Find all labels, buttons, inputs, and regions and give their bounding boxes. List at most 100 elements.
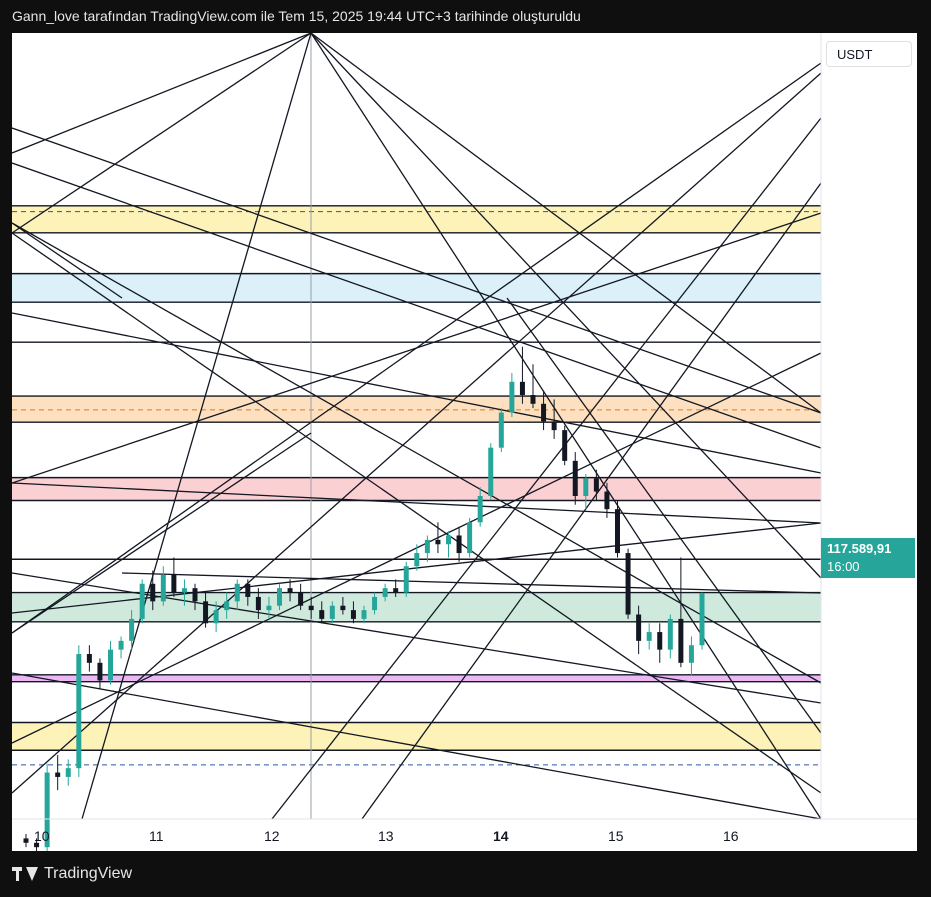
- candle-body: [530, 395, 536, 404]
- gann-line: [12, 222, 822, 684]
- gann-line: [12, 62, 822, 634]
- candle-body: [319, 610, 325, 619]
- time-axis-label: 11: [149, 828, 164, 844]
- zone-band: [12, 205, 821, 233]
- candle-body: [488, 447, 494, 496]
- candle-body: [329, 605, 335, 619]
- candle-body: [477, 495, 483, 523]
- gann-line: [12, 127, 822, 414]
- zone-band: [12, 273, 821, 303]
- zone-bands: [12, 205, 821, 751]
- candle-body: [245, 583, 251, 597]
- gann-line: [271, 117, 822, 820]
- candle-body: [372, 596, 378, 611]
- time-axis-label: 12: [264, 828, 280, 844]
- candle-body: [181, 588, 187, 593]
- brand-name: TradingView: [44, 865, 133, 882]
- candle-body: [277, 588, 282, 606]
- candle-body: [393, 588, 399, 593]
- candle-body: [551, 421, 557, 431]
- candle-body: [97, 662, 103, 681]
- candle-body: [129, 618, 135, 641]
- candle-body: [224, 601, 230, 611]
- candle-body: [55, 772, 61, 777]
- candle-body: [287, 588, 293, 593]
- candle-body: [688, 645, 694, 663]
- zone-band: [12, 477, 821, 501]
- candle-body: [44, 772, 50, 848]
- zone-band: [12, 396, 821, 423]
- candle-body: [667, 618, 673, 650]
- chart-title: Gann_love tarafından TradingView.com ile…: [12, 8, 581, 24]
- gann-line: [12, 572, 822, 704]
- last-price-time: 16:00: [827, 559, 860, 574]
- time-axis-label: 16: [723, 828, 739, 844]
- gann-line: [12, 33, 312, 234]
- gann-line: [12, 232, 822, 794]
- candle-body: [424, 539, 430, 554]
- zone-band: [12, 674, 821, 682]
- candle-body: [382, 588, 388, 597]
- candle-body: [118, 640, 124, 650]
- last-price-tag: 117.589,91 16:00: [821, 538, 915, 578]
- tradingview-logo[interactable]: TradingView: [12, 865, 132, 883]
- tradingview-logo-icon: [12, 867, 38, 881]
- candle-body: [150, 583, 156, 602]
- last-price-value: 117.589,91: [827, 541, 892, 556]
- gann-line: [310, 33, 822, 414]
- candle-body: [139, 583, 145, 619]
- gann-line: [81, 33, 312, 820]
- candle-body: [86, 654, 92, 663]
- candle-body: [541, 403, 547, 422]
- gann-line: [12, 672, 822, 820]
- candle-body: [340, 605, 346, 611]
- candle-body: [76, 654, 82, 769]
- candle-body: [213, 610, 219, 624]
- candle-body: [414, 553, 420, 567]
- candle-body: [593, 478, 599, 492]
- candle-body: [23, 838, 29, 843]
- time-axis-label: 13: [378, 828, 394, 844]
- time-axis-label: 14: [493, 828, 509, 844]
- candle-body: [234, 583, 240, 602]
- gann-line: [310, 33, 822, 579]
- candle-body: [361, 610, 367, 619]
- candle-body: [562, 430, 568, 461]
- candle-body: [467, 522, 473, 554]
- candle-body: [171, 575, 177, 593]
- candle-body: [699, 592, 705, 646]
- candle-body: [350, 610, 356, 619]
- candle-body: [604, 491, 610, 510]
- candle-body: [657, 632, 663, 650]
- candle-body: [403, 566, 409, 593]
- candle-body: [203, 601, 209, 624]
- time-axis-label: 15: [608, 828, 624, 844]
- candle-body: [498, 412, 504, 448]
- gann-line: [12, 222, 123, 299]
- gann-line: [361, 182, 822, 820]
- horizontal-levels: [12, 205, 821, 766]
- price-chart[interactable]: (126.408,59)(126.278,46)(125.795,11)(124…: [12, 33, 917, 851]
- candle-body: [192, 588, 198, 602]
- candle-body: [509, 381, 515, 413]
- candle-body: [266, 605, 272, 611]
- time-axis: 10 11 12 13 14 15 16: [34, 828, 739, 844]
- candle-body: [583, 478, 589, 496]
- candle-body: [108, 649, 113, 681]
- currency-selector[interactable]: USDT: [826, 41, 912, 67]
- candle-body: [308, 605, 314, 611]
- time-axis-label: 10: [34, 828, 50, 844]
- candle-body: [456, 535, 462, 554]
- candle-body: [34, 842, 40, 848]
- candle-body: [255, 596, 261, 611]
- candle-body: [572, 460, 578, 496]
- gann-line: [12, 482, 822, 524]
- candle-body: [298, 592, 304, 606]
- chart-area[interactable]: (126.408,59)(126.278,46)(125.795,11)(124…: [12, 33, 917, 851]
- candlestick-series: [23, 346, 705, 851]
- candle-body: [160, 575, 166, 602]
- gann-line: [12, 162, 822, 449]
- gann-fan-lines: [12, 33, 822, 820]
- gann-line: [121, 572, 822, 594]
- candle-body: [435, 539, 441, 545]
